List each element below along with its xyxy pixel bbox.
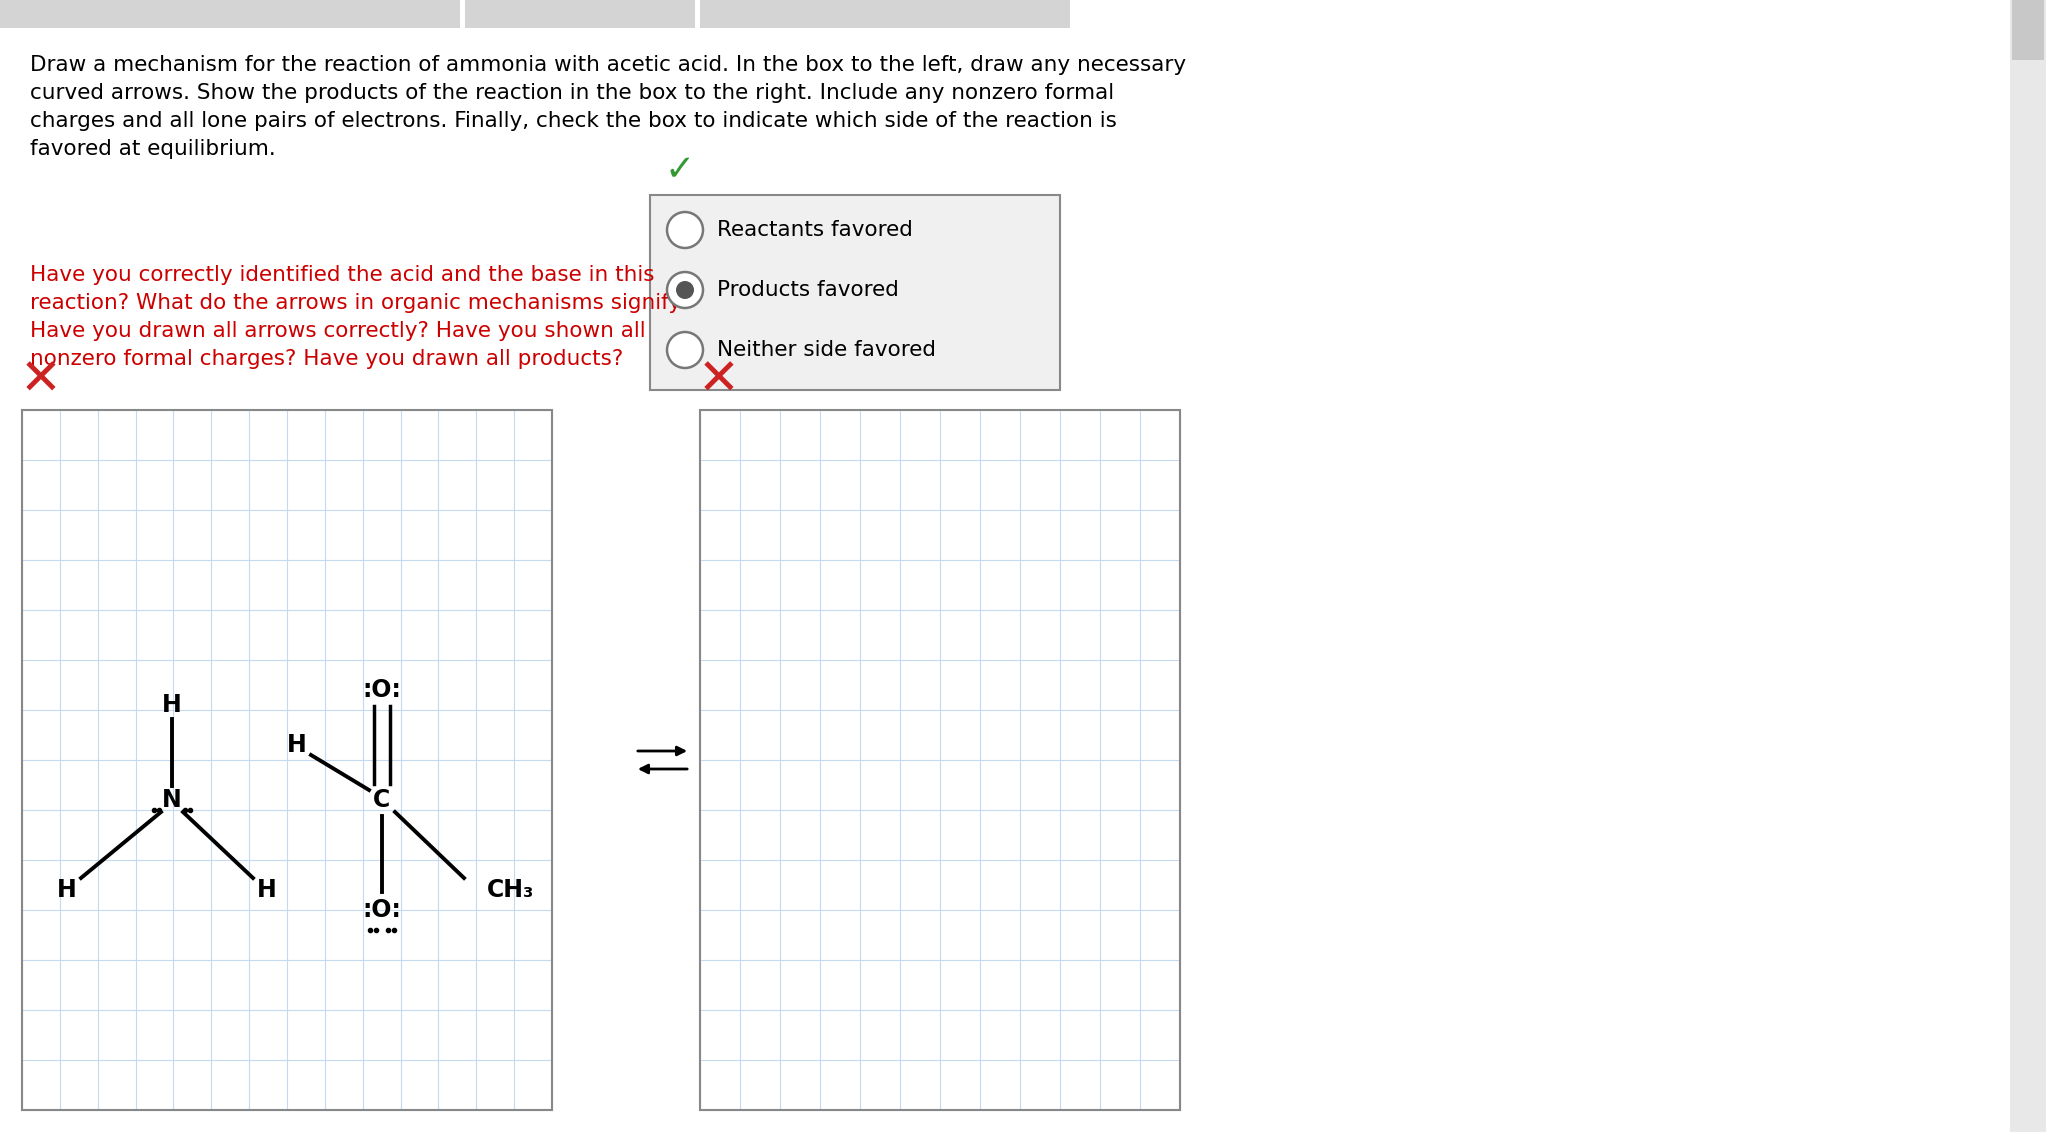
Bar [0,0,460,28]
Text: H: H [57,878,78,902]
Text: H: H [286,734,307,757]
Text: C: C [372,788,391,812]
Bar [2009,0,2046,1132]
Circle shape [667,272,704,308]
Text: ✕: ✕ [20,357,61,405]
Text: CH₃: CH₃ [487,878,534,902]
Text: N: N [162,788,182,812]
Text: Have you correctly identified the acid and the base in this
reaction? What do th: Have you correctly identified the acid a… [31,265,692,369]
Text: Draw a mechanism for the reaction of ammonia with acetic acid. In the box to the: Draw a mechanism for the reaction of amm… [31,55,1187,158]
Text: H: H [258,878,276,902]
Text: ✓: ✓ [665,153,696,187]
Bar [651,195,1060,391]
Circle shape [667,212,704,248]
Text: :O:: :O: [362,898,401,921]
Text: :O:: :O: [362,678,401,702]
Bar [2011,0,2044,60]
Circle shape [675,281,694,299]
Text: H: H [162,693,182,717]
Bar [464,0,696,28]
Bar [700,0,1070,28]
Text: ✕: ✕ [698,357,741,405]
Circle shape [667,332,704,368]
Text: Neither side favored: Neither side favored [716,340,935,360]
Text: Reactants favored: Reactants favored [716,220,913,240]
Bar [700,410,1181,1110]
Bar [23,410,552,1110]
Text: Products favored: Products favored [716,280,898,300]
